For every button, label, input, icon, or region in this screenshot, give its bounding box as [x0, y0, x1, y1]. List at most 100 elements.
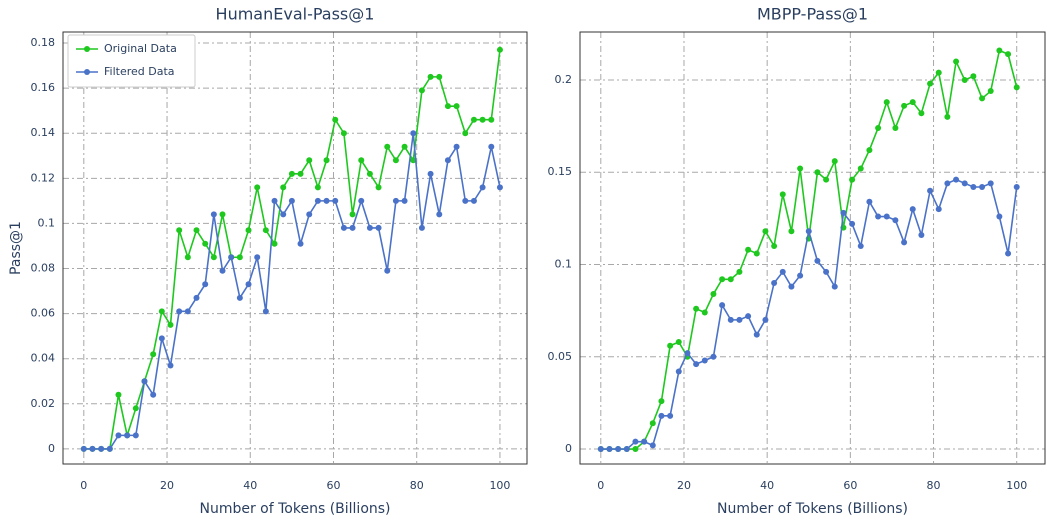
data-point — [150, 391, 157, 398]
x-tick-label: 20 — [160, 479, 174, 492]
data-point — [641, 438, 648, 445]
data-point — [649, 442, 656, 449]
data-point — [701, 357, 708, 364]
plot-frame — [62, 31, 528, 465]
data-point — [366, 170, 373, 177]
data-point — [701, 309, 708, 316]
data-point — [297, 170, 304, 177]
data-point — [658, 398, 665, 405]
y-tick-label: 0.12 — [31, 171, 56, 184]
data-point — [262, 227, 269, 234]
data-point — [271, 197, 278, 204]
data-point — [115, 432, 122, 439]
x-tick-label: 20 — [677, 479, 691, 492]
data-point — [918, 110, 925, 117]
data-point — [693, 305, 700, 312]
data-point — [970, 73, 977, 80]
data-point — [771, 279, 778, 286]
data-point — [944, 180, 951, 187]
y-tick-label: 0.1 — [38, 216, 56, 229]
data-point — [496, 184, 503, 191]
data-point — [927, 80, 934, 87]
data-point — [384, 143, 391, 150]
data-point — [470, 197, 477, 204]
data-point — [788, 283, 795, 290]
data-point — [667, 342, 674, 349]
data-point — [797, 272, 804, 279]
data-point — [314, 184, 321, 191]
data-point — [710, 291, 717, 298]
data-point — [996, 47, 1003, 54]
y-tick-label: 0.04 — [31, 352, 56, 365]
data-point — [488, 143, 495, 150]
data-point — [753, 331, 760, 338]
data-point — [410, 157, 417, 164]
x-tick-label: 100 — [489, 479, 510, 492]
data-point — [288, 170, 295, 177]
series-line — [83, 49, 501, 450]
data-point — [184, 254, 191, 261]
y-tick-label: 0.15 — [548, 165, 573, 178]
data-point — [909, 206, 916, 213]
data-point — [202, 281, 209, 288]
data-point — [141, 378, 148, 385]
data-point — [306, 211, 313, 218]
data-point — [753, 250, 760, 257]
data-point — [1013, 84, 1020, 91]
data-point — [597, 446, 604, 453]
data-point — [228, 254, 235, 261]
data-point — [132, 432, 139, 439]
y-tick-label: 0.08 — [31, 262, 56, 275]
legend-box — [67, 34, 196, 88]
data-point — [762, 228, 769, 235]
data-point — [462, 130, 469, 137]
data-point — [271, 240, 278, 247]
data-point — [254, 254, 261, 261]
y-tick-label: 0.05 — [548, 350, 573, 363]
data-point — [849, 220, 856, 227]
series-line — [83, 133, 501, 450]
data-point — [979, 95, 986, 102]
legend-marker — [84, 46, 90, 52]
x-tick-label: 0 — [597, 479, 604, 492]
legend-label: Original Data — [104, 42, 177, 55]
data-point — [866, 198, 873, 205]
x-tick-label: 60 — [843, 479, 857, 492]
data-point — [805, 228, 812, 235]
data-point — [115, 391, 122, 398]
data-point — [866, 147, 873, 154]
data-point — [193, 227, 200, 234]
data-point — [953, 176, 960, 183]
data-point — [176, 308, 183, 315]
data-point — [875, 124, 882, 131]
x-tick-label: 40 — [760, 479, 774, 492]
data-point — [418, 87, 425, 94]
data-point — [176, 227, 183, 234]
data-point — [401, 143, 408, 150]
x-tick-label: 0 — [80, 479, 87, 492]
data-point — [106, 445, 113, 452]
data-point — [1005, 51, 1012, 58]
data-point — [875, 213, 882, 220]
data-point — [857, 165, 864, 172]
data-point — [693, 361, 700, 368]
x-tick-label: 60 — [326, 479, 340, 492]
y-tick-label: 0 — [565, 442, 572, 455]
data-point — [219, 267, 226, 274]
data-point — [98, 445, 105, 452]
x-tick-label: 80 — [410, 479, 424, 492]
data-point — [193, 294, 200, 301]
x-tick-label: 80 — [927, 479, 941, 492]
data-point — [444, 157, 451, 164]
data-point — [124, 432, 131, 439]
data-point — [970, 184, 977, 191]
data-point — [814, 257, 821, 264]
data-point — [823, 268, 830, 275]
y-tick-label: 0.06 — [31, 307, 56, 320]
x-axis-label: Number of Tokens (Billions) — [199, 501, 390, 517]
data-point — [410, 130, 417, 137]
data-point — [366, 224, 373, 231]
data-point — [649, 420, 656, 427]
data-point — [280, 211, 287, 218]
x-axis-label: Number of Tokens (Billions) — [717, 501, 908, 517]
